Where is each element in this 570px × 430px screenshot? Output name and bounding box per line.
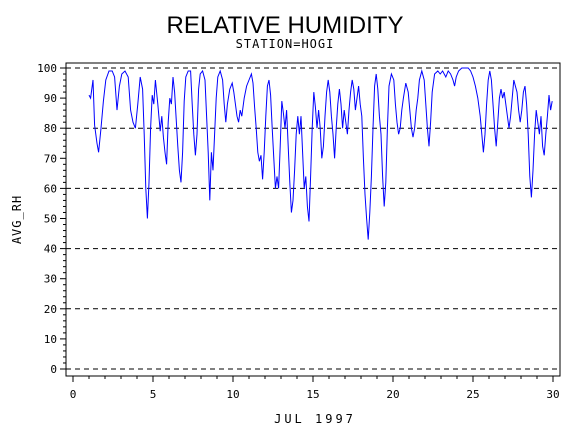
x-tick-label: 20 xyxy=(386,388,399,401)
x-tick-label: 10 xyxy=(226,388,239,401)
y-tick-label: 100 xyxy=(37,62,57,75)
y-axis-label: AVG_RH xyxy=(10,195,24,244)
avg-rh-series-line xyxy=(88,67,553,240)
y-tick-label: 90 xyxy=(44,92,57,105)
y-tick-label: 20 xyxy=(44,303,57,316)
y-axis-ticks: 0 10 20 30 40 50 60 70 80 90 100 xyxy=(37,62,66,376)
y-tick-label: 50 xyxy=(44,213,57,226)
x-tick-label: 25 xyxy=(466,388,479,401)
y-tick-label: 10 xyxy=(44,333,57,346)
y-tick-label: 0 xyxy=(50,363,57,376)
x-tick-label: 5 xyxy=(150,388,157,401)
y-tick-label: 60 xyxy=(44,182,57,195)
y-tick-label: 70 xyxy=(44,152,57,165)
x-tick-label: 0 xyxy=(70,388,77,401)
y-tick-label: 30 xyxy=(44,273,57,286)
x-axis-label: JUL 1997 xyxy=(274,412,356,426)
chart-subtitle: STATION=HOGI xyxy=(236,37,335,51)
x-tick-label: 15 xyxy=(306,388,319,401)
y-tick-label: 40 xyxy=(44,243,57,256)
x-axis-ticks: 0 5 10 15 20 25 30 xyxy=(70,376,560,401)
y-tick-label: 80 xyxy=(44,122,57,135)
chart-title: RELATIVE HUMIDITY xyxy=(167,12,404,39)
x-tick-label: 30 xyxy=(546,388,559,401)
